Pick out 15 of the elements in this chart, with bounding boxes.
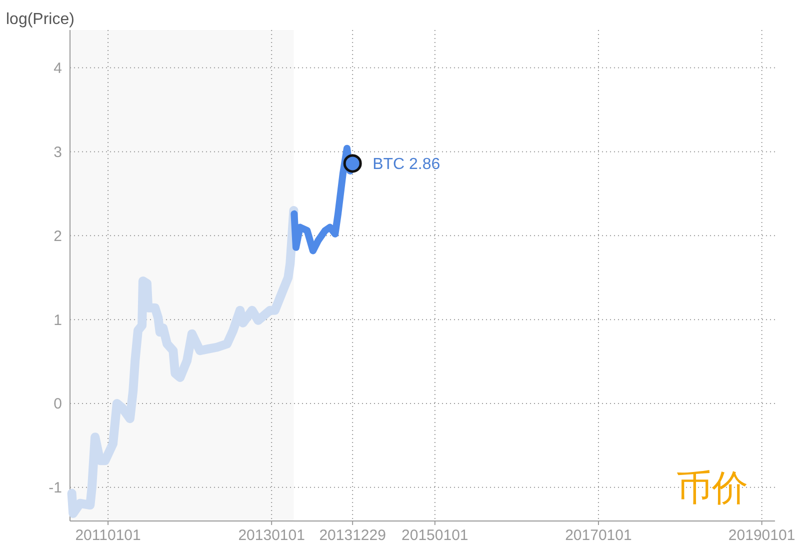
annotation: BTC 2.86	[372, 156, 440, 174]
x-tick-label: 20170101	[565, 527, 632, 544]
x-tick-label: 20131229	[319, 527, 386, 544]
y-tick-label: 3	[54, 144, 62, 161]
x-tick-label: 20190101	[728, 527, 796, 544]
y-tick-label: 1	[54, 312, 62, 329]
x-tick-label: 20150101	[402, 527, 468, 544]
annotation: 币价	[676, 467, 748, 508]
y-tick-label: 2	[54, 228, 62, 245]
y-tick-label: -1	[48, 480, 62, 497]
y-tick-label: 4	[54, 60, 62, 78]
y-axis-title: log(Price)	[6, 11, 74, 28]
x-tick-label: 20130101	[238, 527, 305, 544]
x-tick-label: 20110101	[75, 527, 141, 544]
y-tick-label: 0	[54, 396, 62, 413]
